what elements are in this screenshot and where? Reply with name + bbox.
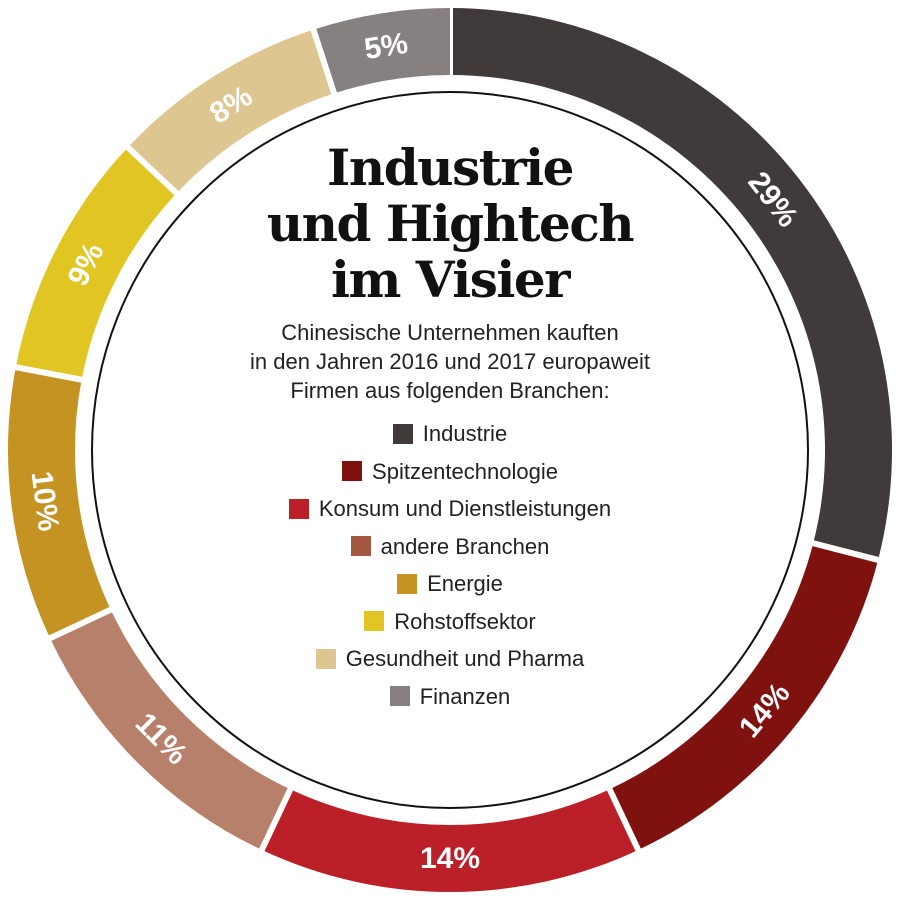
- legend-swatch: [392, 423, 413, 444]
- title-line: Industrie: [327, 138, 574, 197]
- subtitle-line: in den Jahren 2016 und 2017 europaweit: [250, 349, 650, 374]
- inner-ring-line: [91, 91, 809, 809]
- subtitle-line: Firmen aus folgenden Branchen:: [290, 378, 610, 403]
- donut-segment-spitzentechnologie: [609, 543, 879, 850]
- donut-segment-rohstoffsektor: [15, 147, 177, 380]
- donut-segments: [7, 6, 893, 892]
- legend-label: Konsum und Dienstleistungen: [318, 496, 612, 521]
- segment-divider: [124, 143, 181, 197]
- title-line: im Visier: [330, 250, 571, 309]
- legend-item-spitzentechnologie: Spitzentechnologie: [150, 453, 750, 491]
- legend-label: Industrie: [422, 421, 508, 446]
- segment-value-label: 14%: [420, 842, 480, 875]
- legend-swatch: [364, 611, 385, 632]
- legend: Industrie Spitzentechnologie Konsum und …: [150, 415, 750, 715]
- legend-swatch: [288, 498, 309, 519]
- legend-swatch: [397, 573, 418, 594]
- legend-item-rohstoffsektor: Rohstoffsektor: [150, 603, 750, 641]
- legend-swatch: [350, 536, 371, 557]
- donut-segment-industrie: [450, 8, 893, 560]
- legend-item-andere-branchen: andere Branchen: [150, 528, 750, 566]
- legend-item-finanzen: Finanzen: [150, 678, 750, 716]
- segment-divider: [606, 786, 642, 854]
- legend-item-gesundheit: Gesundheit und Pharma: [150, 640, 750, 678]
- legend-item-konsum: Konsum und Dienstleistungen: [150, 490, 750, 528]
- chart-center: Industrie und Hightech im Visier Chinesi…: [150, 140, 750, 715]
- legend-swatch: [315, 648, 336, 669]
- segment-value-label: 5%: [362, 27, 410, 66]
- segment-divider: [46, 606, 114, 642]
- legend-label: Finanzen: [419, 683, 511, 709]
- legend-item-industrie: Industrie: [150, 415, 750, 453]
- title-line: und Hightech: [266, 194, 635, 253]
- segment-divider: [810, 539, 881, 564]
- chart-subtitle: Chinesische Unternehmen kauften in den J…: [150, 318, 750, 405]
- legend-swatch: [389, 686, 410, 707]
- donut-segment-gesundheit-und-pharma: [127, 29, 335, 194]
- legend-label: andere Branchen: [380, 533, 550, 559]
- donut-segment-energie: [7, 367, 111, 639]
- legend-swatch: [342, 461, 363, 482]
- legend-item-energie: Energie: [150, 565, 750, 603]
- segment-divider: [258, 786, 294, 854]
- legend-label: Spitzentechnologie: [372, 458, 558, 484]
- segment-divider: [309, 26, 338, 97]
- subtitle-line: Chinesische Unternehmen kauften: [281, 320, 619, 345]
- legend-label: Energie: [427, 571, 503, 596]
- segment-value-label: 10%: [25, 469, 65, 533]
- legend-label: Rohstoffsektor: [394, 608, 536, 634]
- donut-segment-andere-branchen: [50, 609, 291, 850]
- segment-divider: [13, 363, 85, 384]
- chart-title: Industrie und Hightech im Visier: [150, 140, 750, 308]
- donut-segment-finanzen: [313, 8, 450, 94]
- donut-segment-konsum-und-dienstleistungen: [261, 789, 639, 892]
- legend-label: Gesundheit und Pharma: [345, 646, 585, 671]
